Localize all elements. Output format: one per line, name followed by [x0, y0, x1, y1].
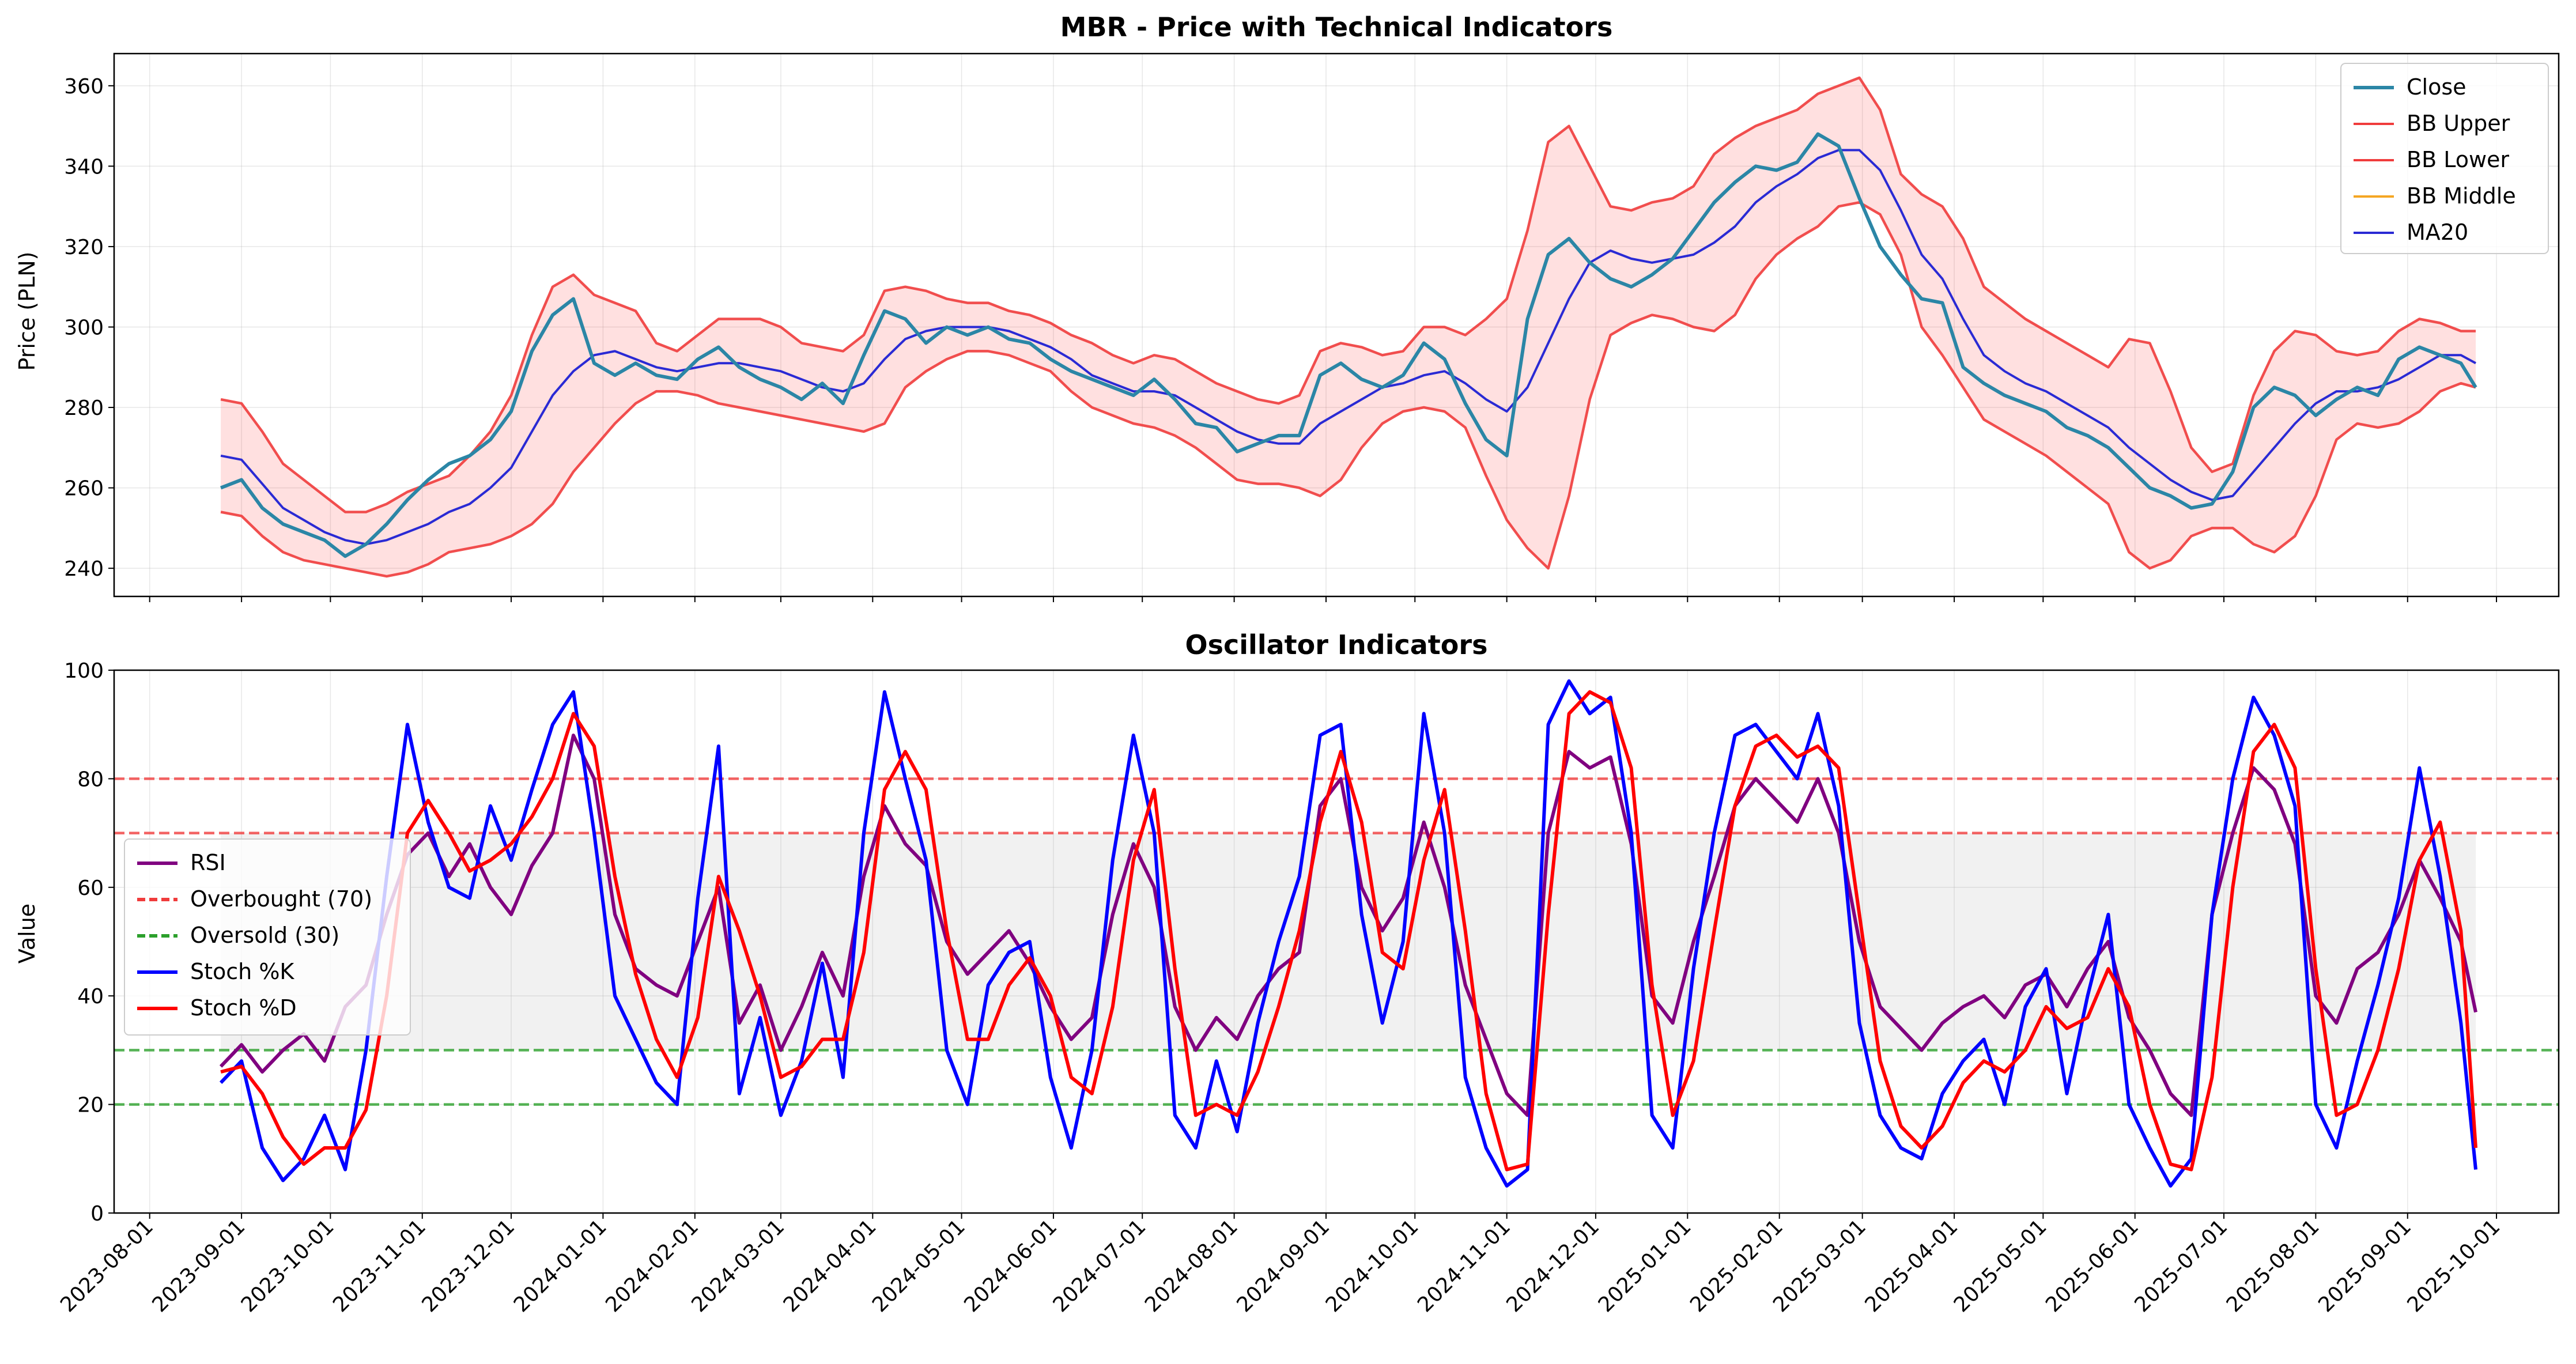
y-tick-label: 360 [64, 75, 104, 99]
y-tick-label: 0 [90, 1202, 104, 1226]
legend-box [124, 838, 411, 1036]
price-chart-title: MBR - Price with Technical Indicators [1060, 12, 1613, 43]
price-panel: 240 260 280 300 320 340 360 [64, 52, 2560, 602]
bollinger-band-fill [221, 77, 2476, 577]
axes-frame [113, 52, 2560, 598]
legend-label: Overbought (70) [190, 886, 372, 912]
price-legend: Close BB Upper BB Lower BB Middle MA20 [2340, 63, 2549, 254]
y-tick-label: 40 [77, 985, 104, 1008]
legend-label: BB Middle [2407, 183, 2516, 209]
axes-frame [113, 669, 2560, 1214]
series-line-stoch-d [220, 690, 2477, 1172]
series-line-stoch-k [219, 679, 2477, 1188]
series-line-bb-lower [220, 201, 2476, 578]
legend-label: MA20 [2407, 220, 2468, 245]
legend-label: Stoch %K [190, 959, 294, 984]
legend-label: RSI [190, 850, 226, 875]
legend-label: Stoch %D [190, 995, 297, 1021]
y-tick-label: 320 [64, 236, 104, 259]
y-tick-label: 20 [77, 1094, 104, 1117]
series-line-bb-upper [220, 76, 2476, 513]
y-tick-label: 240 [64, 557, 104, 581]
legend-label: BB Upper [2407, 111, 2510, 136]
y-tick-label: 280 [64, 396, 104, 420]
y-tick-label: 300 [64, 316, 104, 339]
legend-label: Close [2407, 74, 2467, 100]
y-tick-label: 60 [77, 876, 104, 900]
y-tick-label: 80 [77, 768, 104, 791]
oscillator-chart-title: Oscillator Indicators [1185, 629, 1488, 660]
neutral-zone-band [221, 833, 2476, 1051]
legend-box [2340, 63, 2549, 254]
series-line-ma20 [220, 149, 2476, 546]
oscillator-panel: 0 20 40 60 80 100 [64, 659, 2560, 1226]
price-y-axis-label: Price (PLN) [14, 252, 40, 371]
legend-label: Oversold (30) [190, 923, 339, 948]
y-tick-label: 100 [64, 659, 104, 683]
y-tick-label: 340 [64, 155, 104, 179]
oscillator-y-axis-label: Value [14, 904, 40, 964]
legend-label: BB Lower [2407, 147, 2509, 172]
y-tick-label: 260 [64, 477, 104, 501]
oscillator-legend: RSI Overbought (70) Oversold (30) Stoch %K S… [124, 838, 411, 1036]
series-line-close [220, 132, 2477, 558]
